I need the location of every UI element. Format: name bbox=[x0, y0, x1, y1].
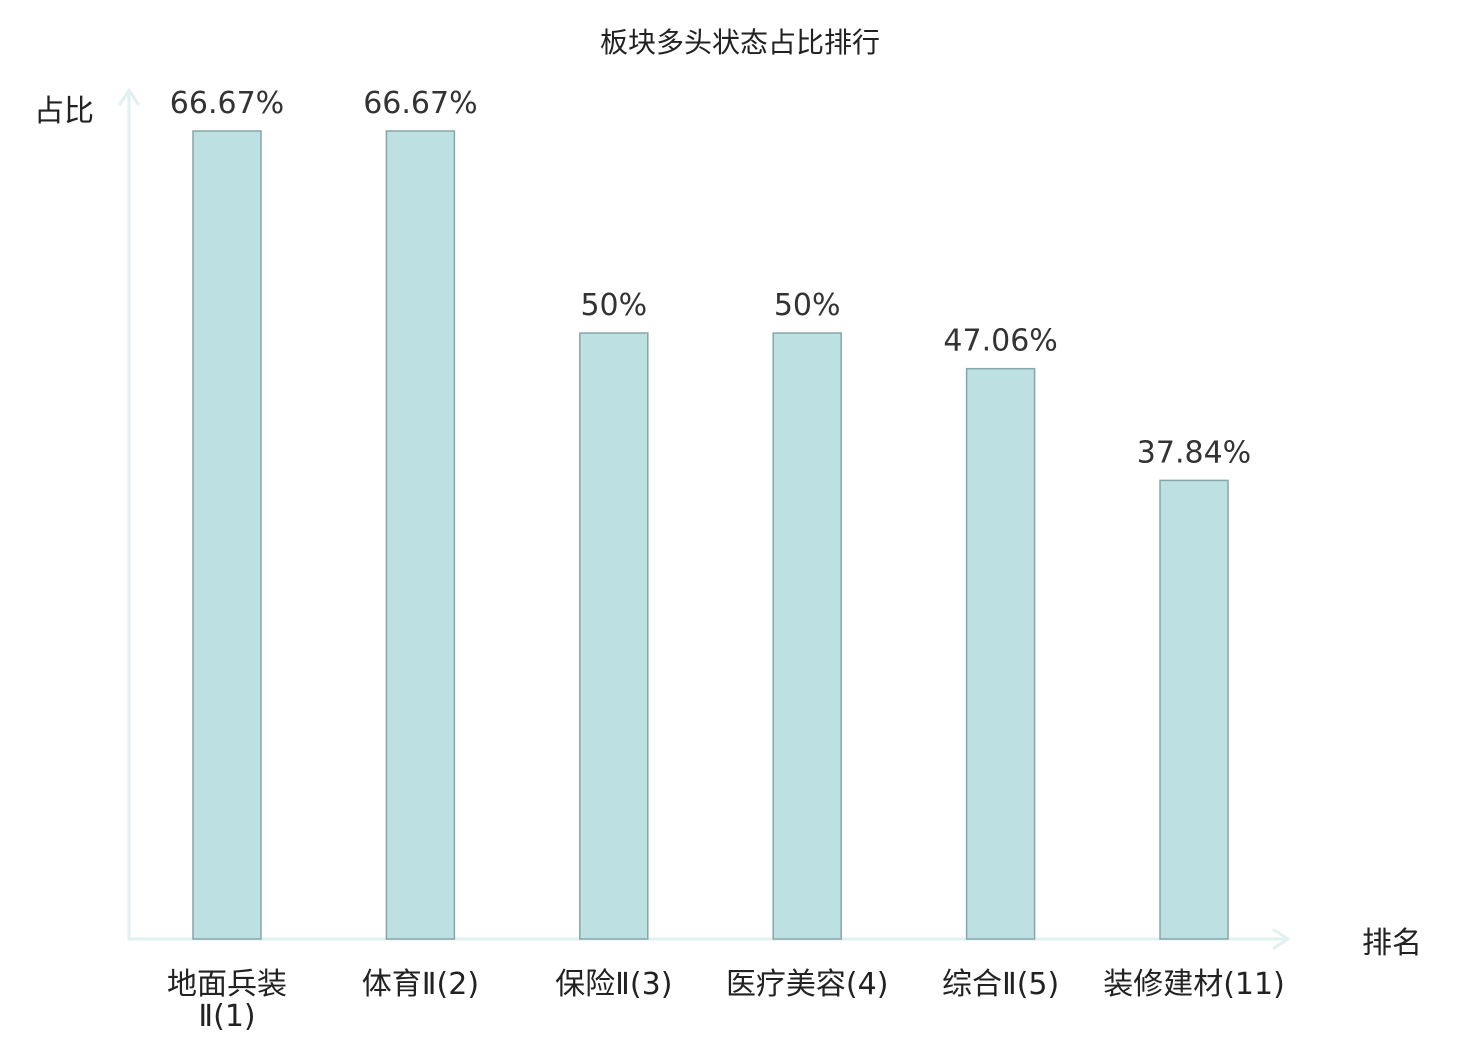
value-label: 47.06% bbox=[943, 324, 1057, 359]
bar bbox=[772, 332, 842, 940]
bar bbox=[965, 367, 1036, 940]
value-labels-group: 66.67% 66.67% 50% 50% 47.06% 37.84% bbox=[170, 86, 1251, 470]
bars-group bbox=[192, 130, 1229, 940]
bar bbox=[385, 130, 456, 940]
x-axis-arrow-icon bbox=[1272, 928, 1290, 950]
value-label: 50% bbox=[580, 288, 647, 323]
value-label: 37.84% bbox=[1137, 435, 1251, 470]
axes bbox=[118, 88, 1290, 950]
bar bbox=[579, 332, 649, 940]
y-axis-label: 占比 bbox=[34, 94, 94, 129]
value-label: 66.67% bbox=[170, 86, 284, 121]
category-label: 医疗美容(4) bbox=[726, 967, 889, 1002]
category-label: 装修建材(11) bbox=[1103, 967, 1285, 1002]
category-label: Ⅱ(1) bbox=[198, 999, 255, 1034]
y-axis-arrow-icon bbox=[118, 88, 140, 106]
value-label: 66.67% bbox=[363, 86, 477, 121]
bar bbox=[1159, 479, 1229, 940]
chart-title: 板块多头状态占比排行 bbox=[600, 26, 880, 59]
bar bbox=[192, 130, 262, 940]
category-label: 综合Ⅱ(5) bbox=[942, 967, 1059, 1002]
category-label: 地面兵装 bbox=[167, 967, 287, 1002]
value-label: 50% bbox=[774, 288, 841, 323]
x-axis-label: 排名 bbox=[1362, 926, 1422, 961]
category-label: 保险Ⅱ(3) bbox=[555, 967, 672, 1002]
category-label: 体育Ⅱ(2) bbox=[362, 967, 479, 1002]
